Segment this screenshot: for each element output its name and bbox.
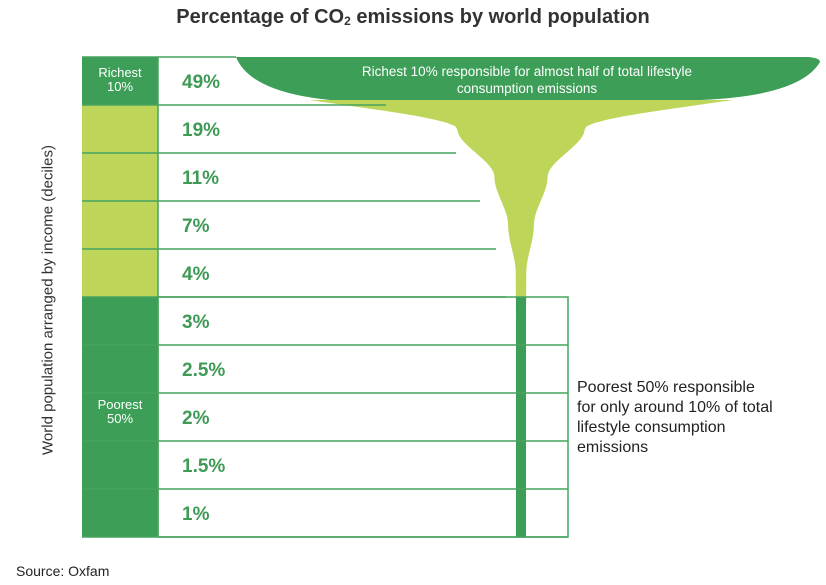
group-label: Richest	[98, 65, 142, 80]
value-label: 11%	[182, 168, 219, 189]
poorest-annotation: Poorest 50% responsible for only around …	[577, 379, 773, 456]
poorest-box	[157, 296, 569, 538]
value-label: 49%	[182, 72, 220, 93]
value-label: 19%	[182, 120, 220, 141]
group-block	[82, 57, 158, 105]
funnel-middle	[309, 100, 733, 297]
richest-annotation-line2: consumption emissions	[457, 81, 598, 96]
group-label: Poorest	[98, 397, 143, 412]
funnel-richest-band	[236, 57, 820, 100]
group-block	[82, 297, 158, 537]
value-label: 3%	[182, 312, 210, 333]
group-label: 50%	[107, 411, 133, 426]
chart-title: Percentage of CO2 emissions by world pop…	[0, 6, 826, 29]
richest-annotation-line1: Richest 10% responsible for almost half …	[362, 64, 692, 79]
value-label: 2%	[182, 408, 210, 429]
value-label: 4%	[182, 264, 210, 285]
title-subscript: 2	[344, 14, 351, 28]
title-main: Percentage of CO	[176, 6, 345, 28]
value-label: 7%	[182, 216, 210, 237]
value-label: 1%	[182, 504, 210, 525]
funnel-poorest	[515, 297, 527, 537]
value-label: 2.5%	[182, 360, 225, 381]
value-label: 1.5%	[182, 456, 225, 477]
group-label: 10%	[107, 79, 133, 94]
title-rest: emissions by world population	[350, 6, 650, 28]
source-note: Source: Oxfam	[16, 563, 110, 579]
